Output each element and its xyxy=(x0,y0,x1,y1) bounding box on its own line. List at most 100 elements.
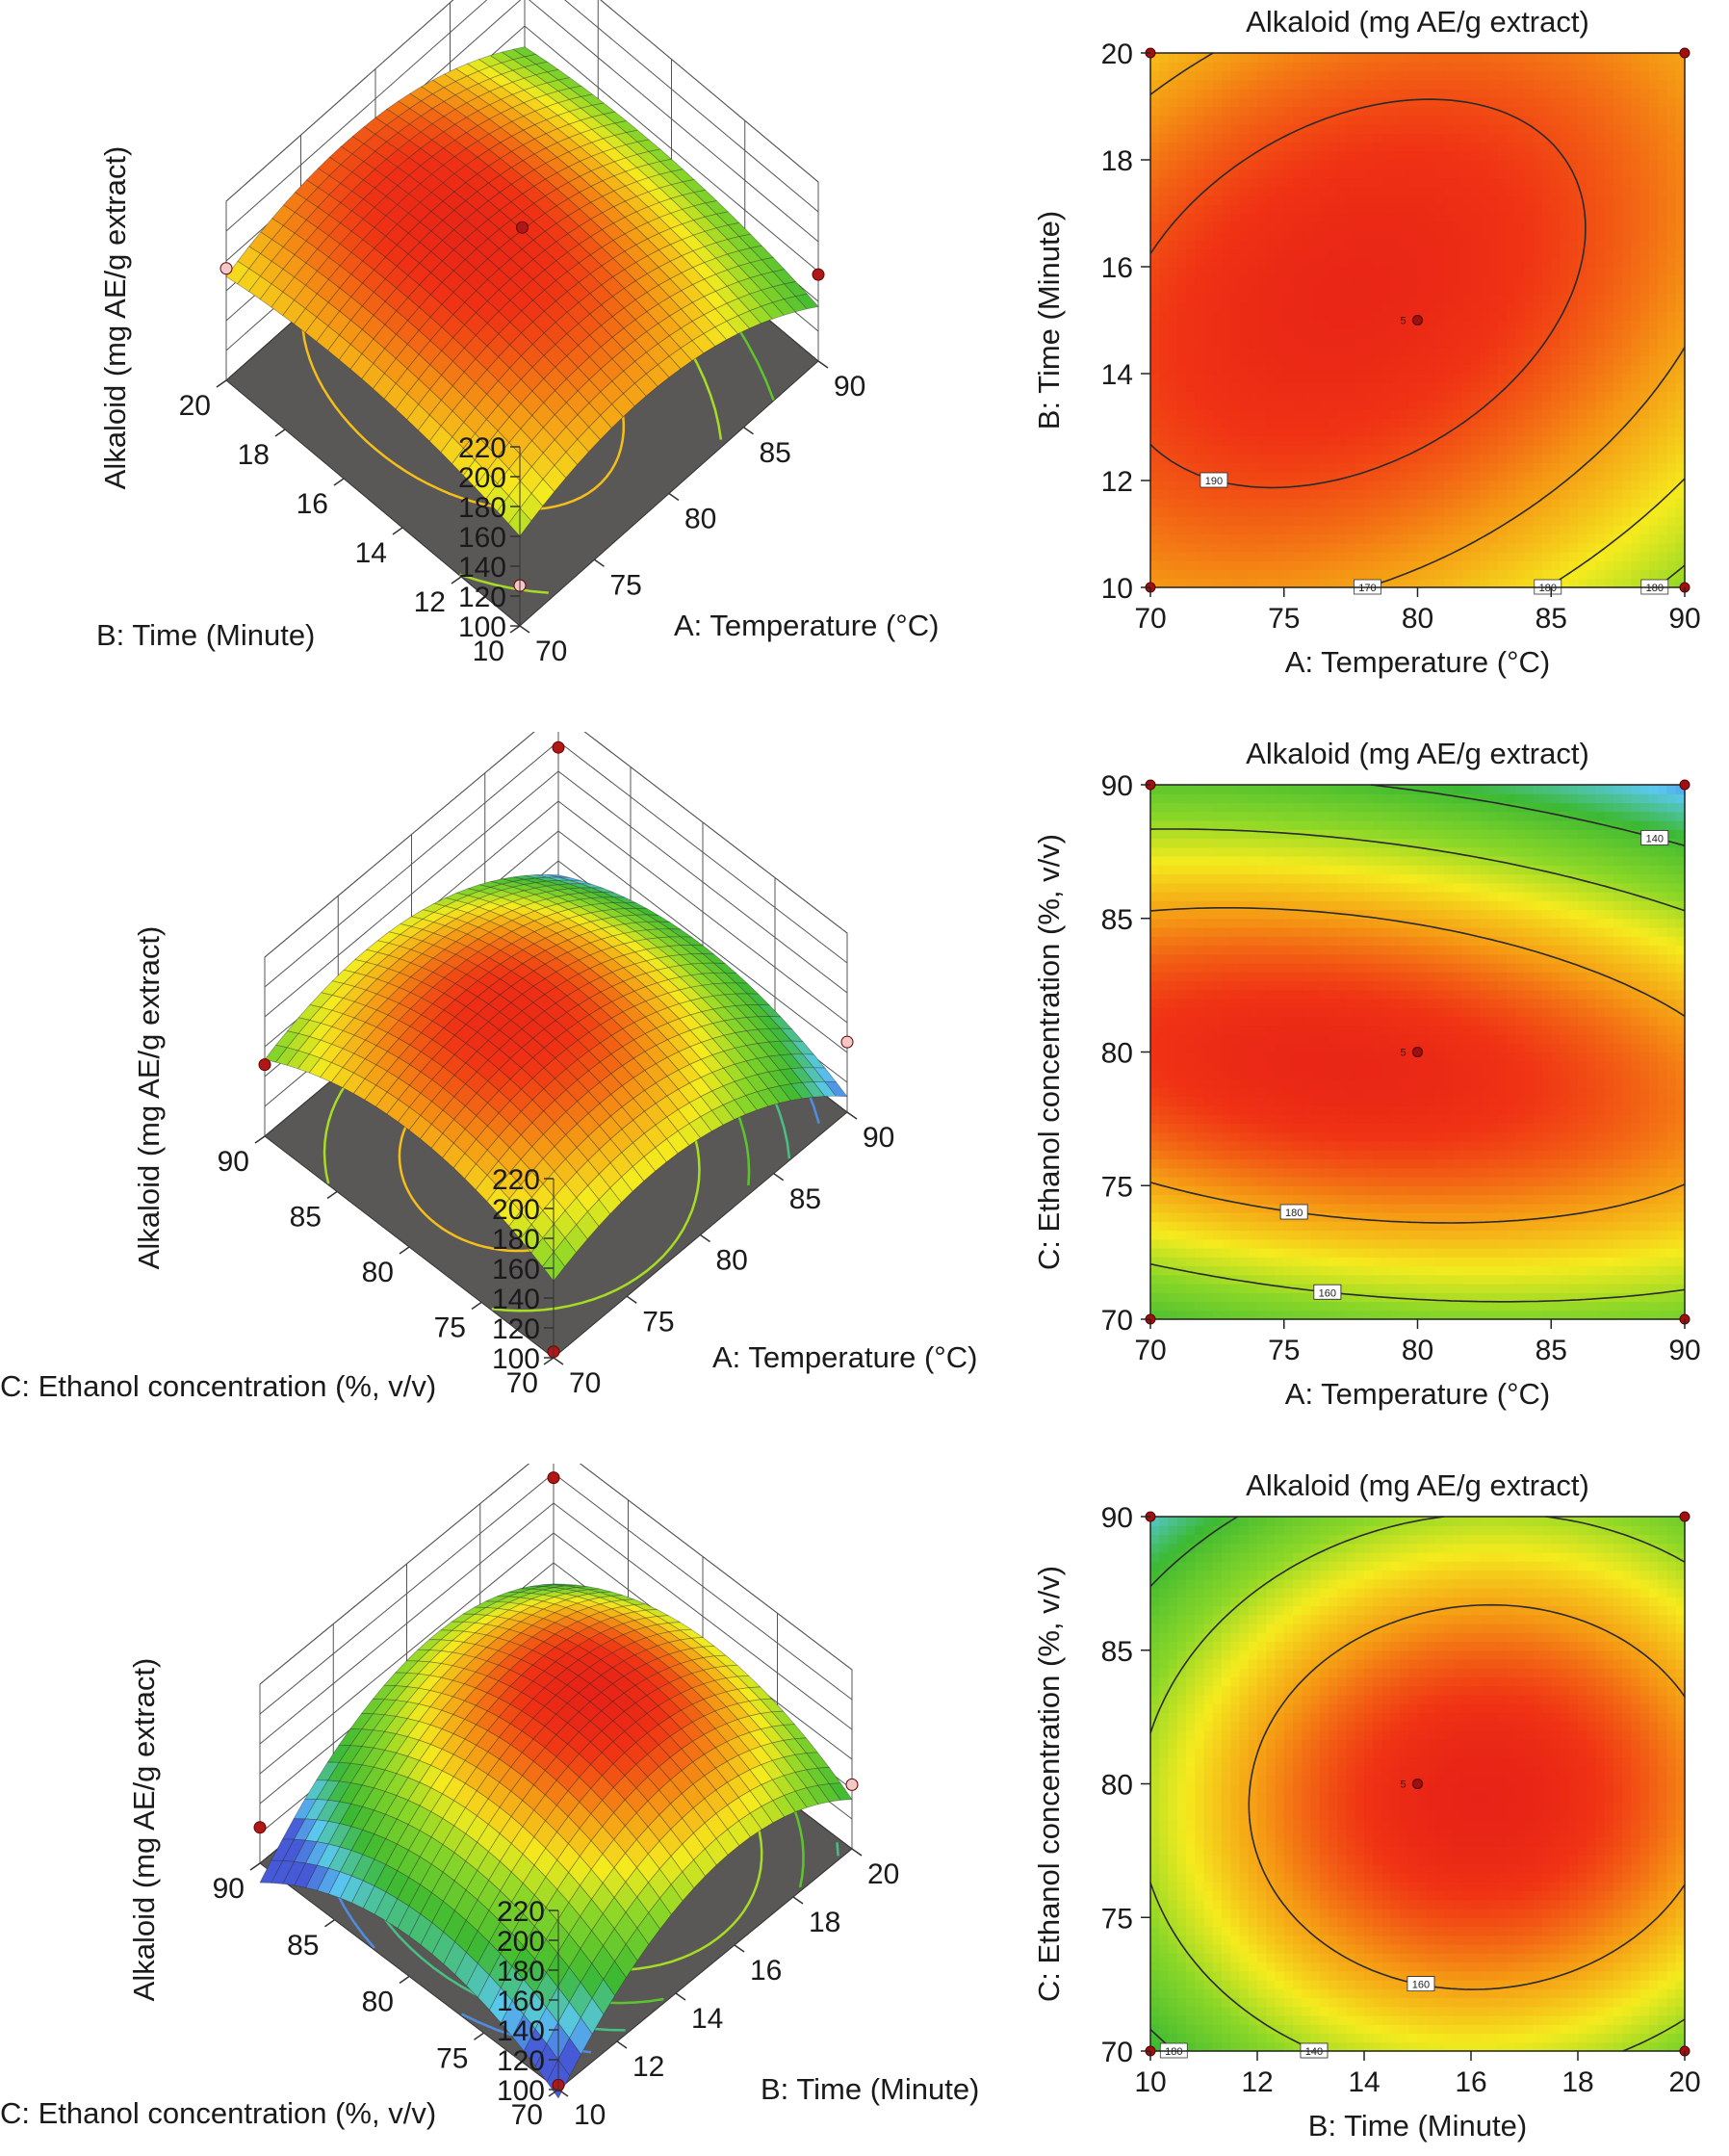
heat-cell xyxy=(1347,240,1356,249)
heat-cell xyxy=(1525,321,1535,330)
heat-cell xyxy=(1507,97,1516,107)
heat-cell xyxy=(1266,275,1276,285)
heat-cell xyxy=(1587,89,1596,98)
heat-cell xyxy=(1507,570,1516,580)
heat-cell xyxy=(1293,107,1303,117)
heat-cell xyxy=(1364,472,1374,481)
heat-cell xyxy=(1240,195,1250,205)
heat-cell xyxy=(1596,258,1606,268)
heat-cell xyxy=(1249,214,1258,223)
heat-cell xyxy=(1320,80,1329,90)
heat-cell xyxy=(1293,151,1303,161)
heat-cell xyxy=(1525,80,1535,90)
heat-cell xyxy=(1347,382,1356,392)
heat-cell xyxy=(1400,463,1409,473)
heat-cell xyxy=(1347,187,1356,196)
heat-cell xyxy=(1613,53,1623,63)
heat-cell xyxy=(1658,53,1667,63)
heat-cell xyxy=(1462,454,1472,463)
heat-cell xyxy=(1230,275,1240,285)
heat-cell xyxy=(1400,107,1409,117)
heat-cell xyxy=(1293,552,1303,561)
heat-cell xyxy=(1177,401,1187,410)
heat-cell xyxy=(1605,258,1614,268)
heat-cell xyxy=(1240,356,1250,366)
heat-cell xyxy=(1302,436,1311,446)
heat-cell xyxy=(1658,71,1667,81)
heat-cell xyxy=(1462,249,1472,259)
heat-cell xyxy=(1649,356,1659,366)
heat-cell xyxy=(1427,258,1436,268)
heat-cell xyxy=(1435,418,1445,428)
heat-cell xyxy=(1266,338,1276,348)
heat-cell xyxy=(1596,249,1606,259)
heat-cell xyxy=(1159,267,1169,276)
heat-cell xyxy=(1302,302,1311,312)
heat-cell xyxy=(1249,560,1258,570)
heat-cell xyxy=(1364,329,1374,339)
heat-cell xyxy=(1169,187,1178,196)
heat-cell xyxy=(1480,258,1489,268)
heat-cell xyxy=(1249,294,1258,303)
heat-cell xyxy=(1204,178,1214,188)
heat-cell xyxy=(1230,80,1240,90)
heat-cell xyxy=(1391,222,1401,232)
heat-cell xyxy=(1373,329,1382,339)
heat-cell xyxy=(1676,214,1686,223)
heat-cell xyxy=(1596,160,1606,169)
heat-cell xyxy=(1569,62,1579,71)
heat-cell xyxy=(1578,338,1587,348)
heat-cell xyxy=(1676,160,1686,169)
heat-cell xyxy=(1427,428,1436,437)
heat-cell xyxy=(1204,338,1214,348)
heat-cell xyxy=(1622,80,1632,90)
heat-cell xyxy=(1391,80,1401,90)
heat-cell xyxy=(1230,570,1240,580)
heat-cell xyxy=(1587,338,1596,348)
heat-cell xyxy=(1329,579,1338,588)
heat-cell xyxy=(1276,418,1285,428)
heat-cell xyxy=(1444,356,1454,366)
heat-cell xyxy=(1400,560,1409,570)
heat-cell xyxy=(1249,382,1258,392)
heat-cell xyxy=(1382,267,1392,276)
heat-cell xyxy=(1240,401,1250,410)
heat-cell xyxy=(1311,552,1321,561)
heat-cell xyxy=(1605,401,1614,410)
heat-cell xyxy=(1355,534,1365,544)
heat-cell xyxy=(1266,80,1276,90)
heat-cell xyxy=(1596,285,1606,295)
heat-cell xyxy=(1186,160,1196,169)
heat-cell xyxy=(1480,214,1489,223)
heat-cell xyxy=(1337,143,1347,152)
heat-cell xyxy=(1444,507,1454,517)
heat-cell xyxy=(1471,570,1481,580)
heat-cell xyxy=(1373,294,1382,303)
heat-cell xyxy=(1195,499,1204,508)
heat-cell xyxy=(1249,222,1258,232)
heat-cell xyxy=(1364,80,1374,90)
heat-cell xyxy=(1640,489,1650,499)
heat-cell xyxy=(1551,356,1561,366)
heat-cell xyxy=(1649,62,1659,71)
heat-cell xyxy=(1257,204,1267,214)
heat-cell xyxy=(1596,321,1606,330)
heat-cell xyxy=(1462,285,1472,295)
heat-cell xyxy=(1596,401,1606,410)
heat-cell xyxy=(1400,62,1409,71)
heat-cell xyxy=(1534,294,1543,303)
heat-cell xyxy=(1249,418,1258,428)
heat-cell xyxy=(1676,116,1686,125)
heat-cell xyxy=(1454,151,1463,161)
heat-cell xyxy=(1284,160,1294,169)
heat-cell xyxy=(1676,436,1686,446)
heat-cell xyxy=(1454,534,1463,544)
heat-cell xyxy=(1276,97,1285,107)
heat-cell xyxy=(1222,133,1231,143)
heat-cell xyxy=(1382,275,1392,285)
heat-cell xyxy=(1391,240,1401,249)
heat-cell xyxy=(1169,374,1178,383)
heat-cell xyxy=(1569,534,1579,544)
heat-cell xyxy=(1534,222,1543,232)
heat-cell xyxy=(1293,214,1303,223)
